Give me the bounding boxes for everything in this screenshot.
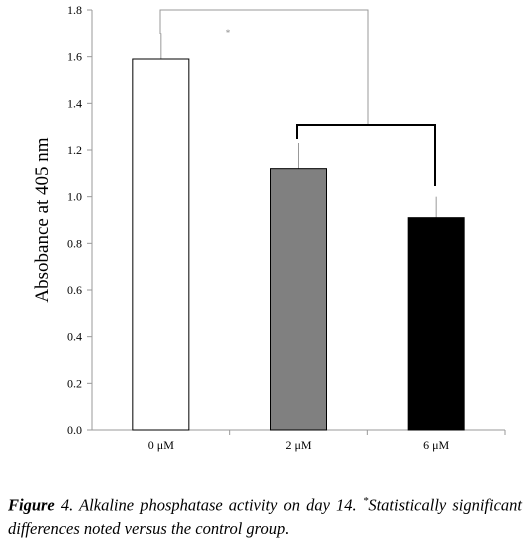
y-tick-label: 1.8 <box>67 3 82 17</box>
y-tick-label: 1.0 <box>67 190 82 204</box>
bar <box>407 217 465 431</box>
y-tick-label: 1.2 <box>67 143 82 157</box>
bracket-outer <box>159 9 369 125</box>
x-tick-label: 6 μM <box>423 438 449 452</box>
y-tick-label: 0.4 <box>67 330 82 344</box>
y-tick-label: 0.2 <box>67 376 82 390</box>
y-tick-label: 0.0 <box>67 423 82 437</box>
y-tick-label: 0.8 <box>67 236 82 250</box>
bar <box>132 58 190 431</box>
caption-text: 4. Alkaline phosphatase activity on day … <box>60 495 357 515</box>
caption-mark: * <box>362 495 369 507</box>
y-tick-label: 1.6 <box>67 50 82 64</box>
caption-note: Statistically significant differences no… <box>8 495 523 538</box>
x-tick-label: 2 μM <box>285 438 311 452</box>
caption-label: Figure <box>8 495 55 515</box>
chart: Absobance at 405 nm * 0.0 0.2 0.4 0.6 0.8 1.0… <box>32 3 506 452</box>
y-tick-label: 0.6 <box>67 283 82 297</box>
bracket-inner <box>296 124 436 186</box>
caption: Figure 4. Alkaline phosphatase activity … <box>8 490 522 540</box>
y-tick-label: 1.4 <box>67 96 82 110</box>
bar <box>270 168 327 431</box>
x-tick-label: 0 μM <box>148 438 174 452</box>
y-axis-label: Absobance at 405 nm <box>32 137 53 302</box>
significance-mark: * <box>226 28 231 38</box>
